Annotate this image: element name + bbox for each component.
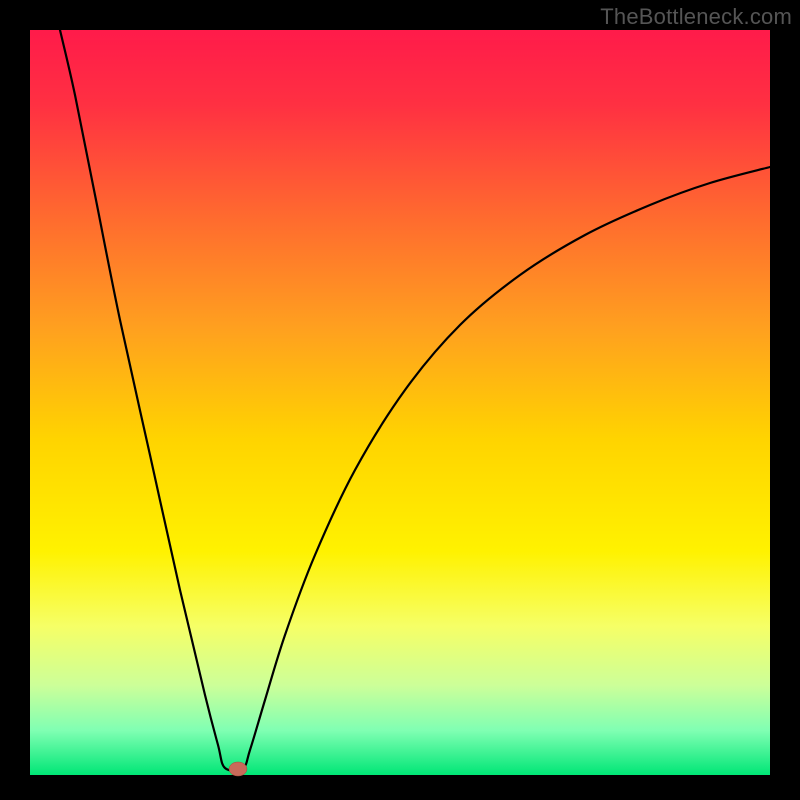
bottleneck-plot xyxy=(0,0,800,800)
plot-area xyxy=(30,30,770,775)
optimal-point-marker xyxy=(229,762,247,776)
watermark-text: TheBottleneck.com xyxy=(600,4,792,30)
chart-container: TheBottleneck.com xyxy=(0,0,800,800)
